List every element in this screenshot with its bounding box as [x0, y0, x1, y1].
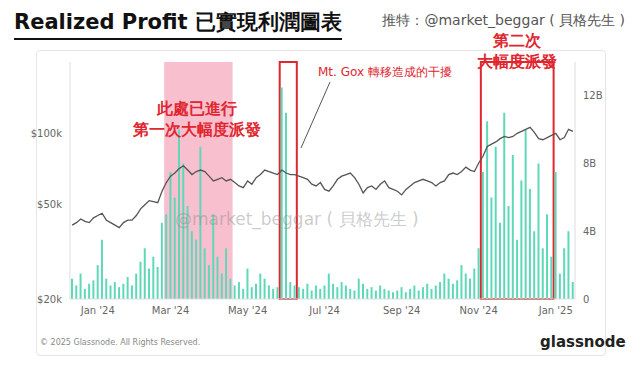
svg-text:May '24: May '24	[228, 305, 267, 316]
svg-text:$50k: $50k	[37, 199, 62, 210]
svg-text:Sep '24: Sep '24	[383, 305, 421, 316]
svg-text:8B: 8B	[583, 158, 596, 169]
svg-text:$20k: $20k	[37, 294, 62, 305]
html-text:@market_beggar ( 貝格先生 ): @market_beggar ( 貝格先生 )	[175, 209, 419, 229]
html-text:glassnode: glassnode	[540, 333, 626, 351]
svg-text:Nov '24: Nov '24	[460, 305, 498, 316]
html-text:推特：@market_beggar ( 貝格先生 ): 推特：@market_beggar ( 貝格先生 )	[382, 12, 625, 28]
svg-text:12B: 12B	[583, 90, 603, 101]
html-text:大幅度派發: 大幅度派發	[477, 52, 557, 71]
html-text:Mt. Gox 轉移造成的干擾: Mt. Gox 轉移造成的干擾	[318, 65, 452, 79]
svg-text:Jan '25: Jan '25	[538, 305, 573, 316]
svg-text:4B: 4B	[583, 226, 596, 237]
html-text:第二次: 第二次	[493, 31, 541, 50]
svg-text:$100k: $100k	[31, 128, 62, 139]
svg-text:Jan '24: Jan '24	[80, 305, 115, 316]
html-text:Realized Profit 已實現利潤圖表: Realized Profit 已實現利潤圖表	[14, 10, 342, 34]
svg-text:Mar '24: Mar '24	[152, 305, 190, 316]
html-text:此處已進行: 此處已進行	[157, 99, 237, 118]
html-text:第一次大幅度派發: 第一次大幅度派發	[133, 120, 261, 139]
html-text:© 2025 Glassnode. All Rights R: © 2025 Glassnode. All Rights Reserved.	[40, 338, 201, 347]
svg-text:Jul '24: Jul '24	[308, 305, 340, 316]
svg-text:0: 0	[583, 294, 589, 305]
